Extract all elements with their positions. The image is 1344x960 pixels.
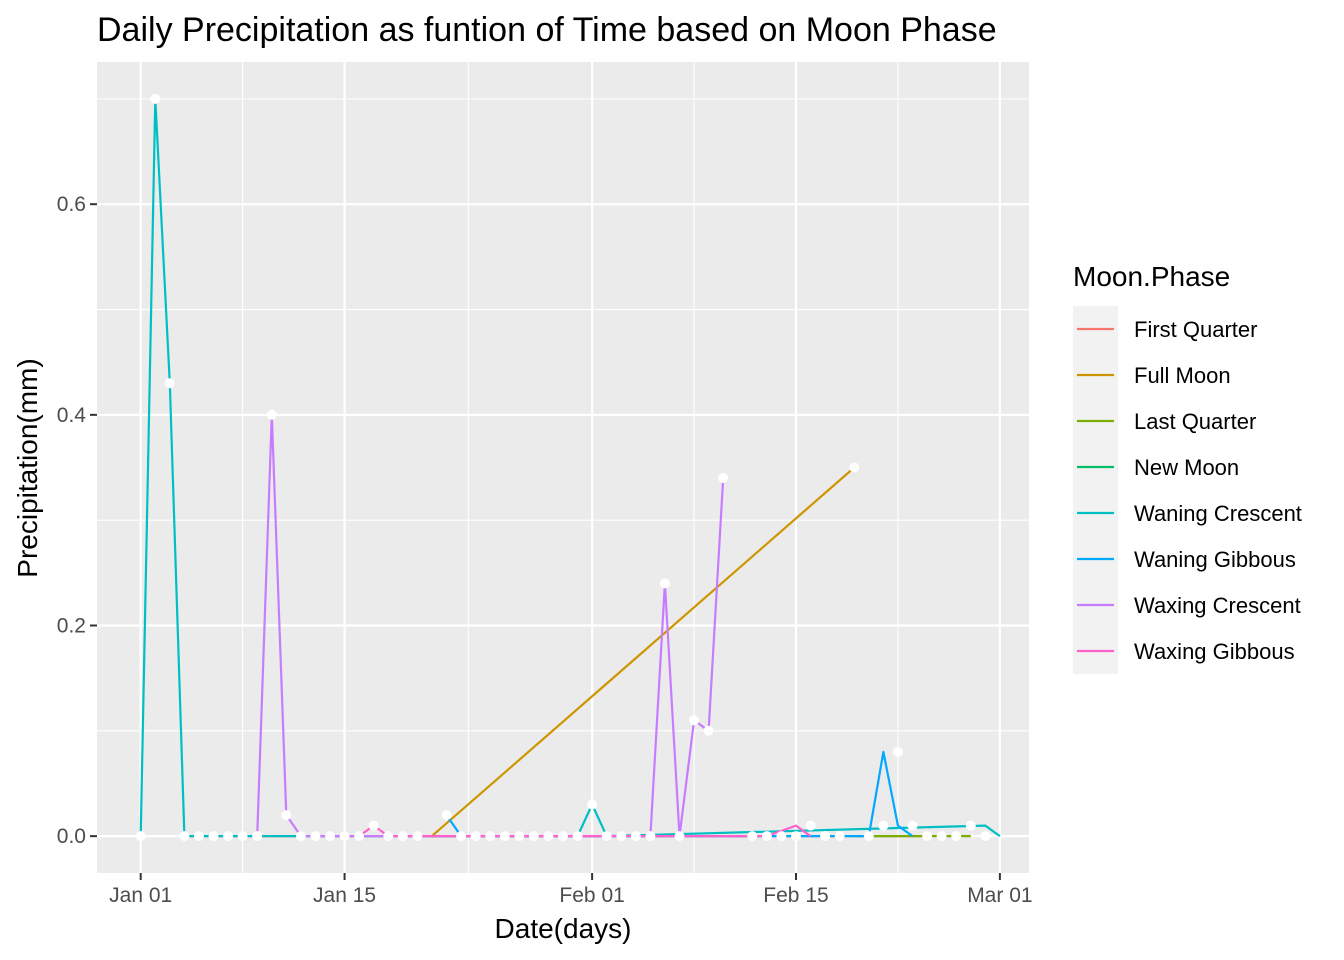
data-point: [485, 831, 496, 842]
data-point: [674, 831, 685, 842]
data-point: [689, 715, 700, 726]
x-axis: Jan 01 Jan 15 Feb 01 Feb 15 Mar 01: [109, 873, 1033, 907]
legend-label-waning-crescent: Waning Crescent: [1134, 501, 1302, 526]
legend-title: Moon.Phase: [1073, 261, 1230, 292]
plot-panel: [97, 62, 1029, 873]
data-point: [761, 831, 772, 842]
x-tick-label: Feb 15: [763, 884, 828, 907]
legend-label-waxing-crescent: Waxing Crescent: [1134, 593, 1301, 618]
data-point: [572, 831, 583, 842]
legend-key-background: [1073, 306, 1118, 674]
data-point: [456, 831, 467, 842]
data-point: [295, 831, 306, 842]
data-point: [179, 831, 190, 842]
data-point: [339, 831, 350, 842]
data-point: [281, 810, 292, 821]
data-point: [863, 831, 874, 842]
data-point: [135, 831, 146, 842]
data-point: [514, 831, 525, 842]
data-point: [252, 831, 263, 842]
data-point: [645, 831, 656, 842]
legend-label-waxing-gibbous: Waxing Gibbous: [1134, 639, 1295, 664]
data-point: [820, 831, 831, 842]
data-point: [878, 820, 889, 831]
data-point: [368, 820, 379, 831]
y-axis-title: Precipitation(mm): [12, 358, 43, 577]
data-point: [354, 831, 365, 842]
data-point: [936, 831, 947, 842]
data-point: [659, 578, 670, 589]
x-tick-label: Mar 01: [967, 884, 1032, 907]
data-point: [630, 831, 641, 842]
legend: Moon.Phase First Quarter Full Moon Last Qu…: [1073, 261, 1302, 674]
data-point: [325, 831, 335, 842]
chart-title: Daily Precipitation as funtion of Time b…: [97, 11, 997, 49]
y-tick-label: 0.0: [57, 825, 86, 848]
data-point: [776, 831, 787, 842]
data-point: [805, 820, 816, 831]
data-point: [980, 831, 991, 842]
observation-points: [135, 93, 991, 842]
data-point: [892, 746, 903, 757]
data-point: [834, 831, 845, 842]
data-point: [528, 831, 539, 842]
y-tick-label: 0.2: [57, 614, 86, 637]
legend-label-full-moon: Full Moon: [1134, 363, 1231, 388]
data-point: [499, 831, 510, 842]
data-point: [922, 831, 933, 842]
data-point: [965, 820, 976, 831]
x-axis-title: Date(days): [495, 913, 632, 944]
legend-label-last-quarter: Last Quarter: [1134, 409, 1256, 434]
data-point: [543, 831, 554, 842]
legend-items: First Quarter Full Moon Last Quarter New Mo…: [1077, 317, 1302, 664]
data-point: [150, 93, 161, 104]
data-point: [747, 831, 758, 842]
data-point: [208, 831, 219, 842]
x-tick-label: Jan 01: [109, 884, 172, 907]
data-point: [907, 820, 918, 831]
x-tick-label: Feb 01: [559, 884, 624, 907]
data-point: [412, 831, 423, 842]
series-line-full-moon: [431, 466, 856, 837]
data-point: [223, 831, 234, 842]
data-point: [558, 831, 568, 842]
x-tick-label: Jan 15: [313, 884, 376, 907]
series-line-waxing-crescent: [256, 413, 725, 838]
data-point: [951, 831, 962, 842]
data-point: [587, 799, 598, 810]
y-axis: 0.0 0.2 0.4 0.6: [57, 193, 97, 848]
data-point: [470, 831, 481, 842]
data-point: [616, 831, 627, 842]
legend-label-waning-gibbous: Waning Gibbous: [1134, 547, 1296, 572]
data-point: [791, 831, 801, 842]
data-point: [310, 831, 321, 842]
minor-gridlines: [97, 62, 1029, 873]
data-point: [164, 378, 175, 389]
data-point: [441, 810, 452, 821]
data-point: [383, 831, 394, 842]
data-point: [237, 831, 248, 842]
data-point: [397, 831, 408, 842]
y-tick-label: 0.6: [57, 193, 86, 216]
data-point: [193, 831, 204, 842]
data-point: [718, 473, 729, 483]
data-point: [601, 831, 612, 842]
data-point: [849, 462, 860, 473]
legend-label-first-quarter: First Quarter: [1134, 317, 1257, 342]
data-point: [703, 725, 714, 736]
legend-label-new-moon: New Moon: [1134, 455, 1239, 480]
data-point: [266, 409, 277, 420]
y-tick-label: 0.4: [57, 404, 87, 427]
